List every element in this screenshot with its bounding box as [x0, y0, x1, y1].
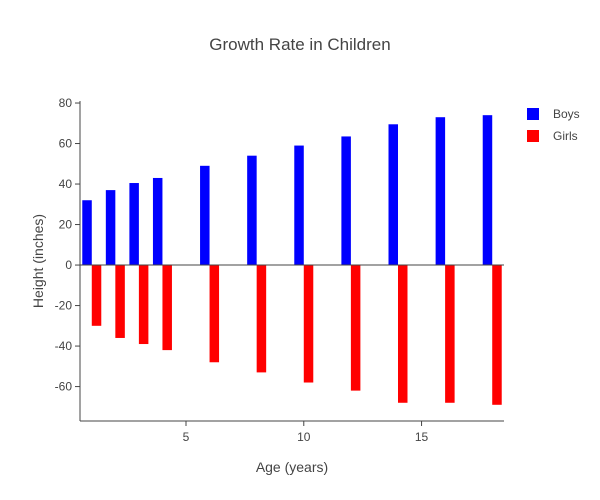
y-tick-label: 20 [59, 218, 73, 232]
y-tick-label: -20 [55, 299, 73, 313]
bar-boys [82, 200, 92, 266]
bar-boys [129, 183, 139, 266]
x-tick-label: 10 [297, 430, 311, 444]
bar-girls [138, 265, 149, 345]
bar-girls [209, 265, 220, 363]
y-tick-label: -60 [55, 380, 73, 394]
legend-swatch-boys [527, 108, 539, 120]
bar-boys [435, 117, 446, 266]
bar-girls [492, 265, 502, 405]
y-tick-label: 0 [65, 258, 72, 272]
bar-girls [445, 265, 455, 403]
bar-girls [256, 265, 267, 373]
x-tick-label: 5 [183, 430, 190, 444]
plot-area: -60 -40 -20 0 20 40 60 80 5 10 15 [55, 96, 504, 444]
bar-boys [152, 177, 163, 266]
y-tick-label: 40 [59, 177, 73, 191]
bar-girls [303, 265, 314, 383]
y-tick-label: 60 [59, 137, 73, 151]
legend-label-boys: Boys [553, 107, 580, 121]
bar-girls [115, 265, 125, 338]
y-tick-label: 80 [59, 96, 73, 110]
y-axis-title: Height (inches) [30, 214, 46, 308]
bar-boys [341, 136, 351, 266]
chart-title: Growth Rate in Children [209, 35, 390, 54]
x-axis-title: Age (years) [256, 459, 328, 475]
bar-girls [350, 265, 361, 391]
legend[interactable]: Boys Girls [527, 107, 580, 143]
bar-girls [91, 265, 102, 326]
bar-boys [388, 124, 398, 266]
bar-boys [294, 145, 304, 266]
bar-boys [247, 155, 257, 266]
bar-girls [398, 265, 408, 403]
bar-girls [162, 265, 172, 351]
bar-boys [105, 190, 116, 266]
legend-label-girls: Girls [553, 129, 578, 143]
bar-boys [482, 115, 493, 266]
bar-boys [200, 165, 210, 266]
legend-swatch-girls [527, 130, 539, 142]
y-tick-label: -40 [55, 339, 73, 353]
x-tick-label: 15 [415, 430, 429, 444]
